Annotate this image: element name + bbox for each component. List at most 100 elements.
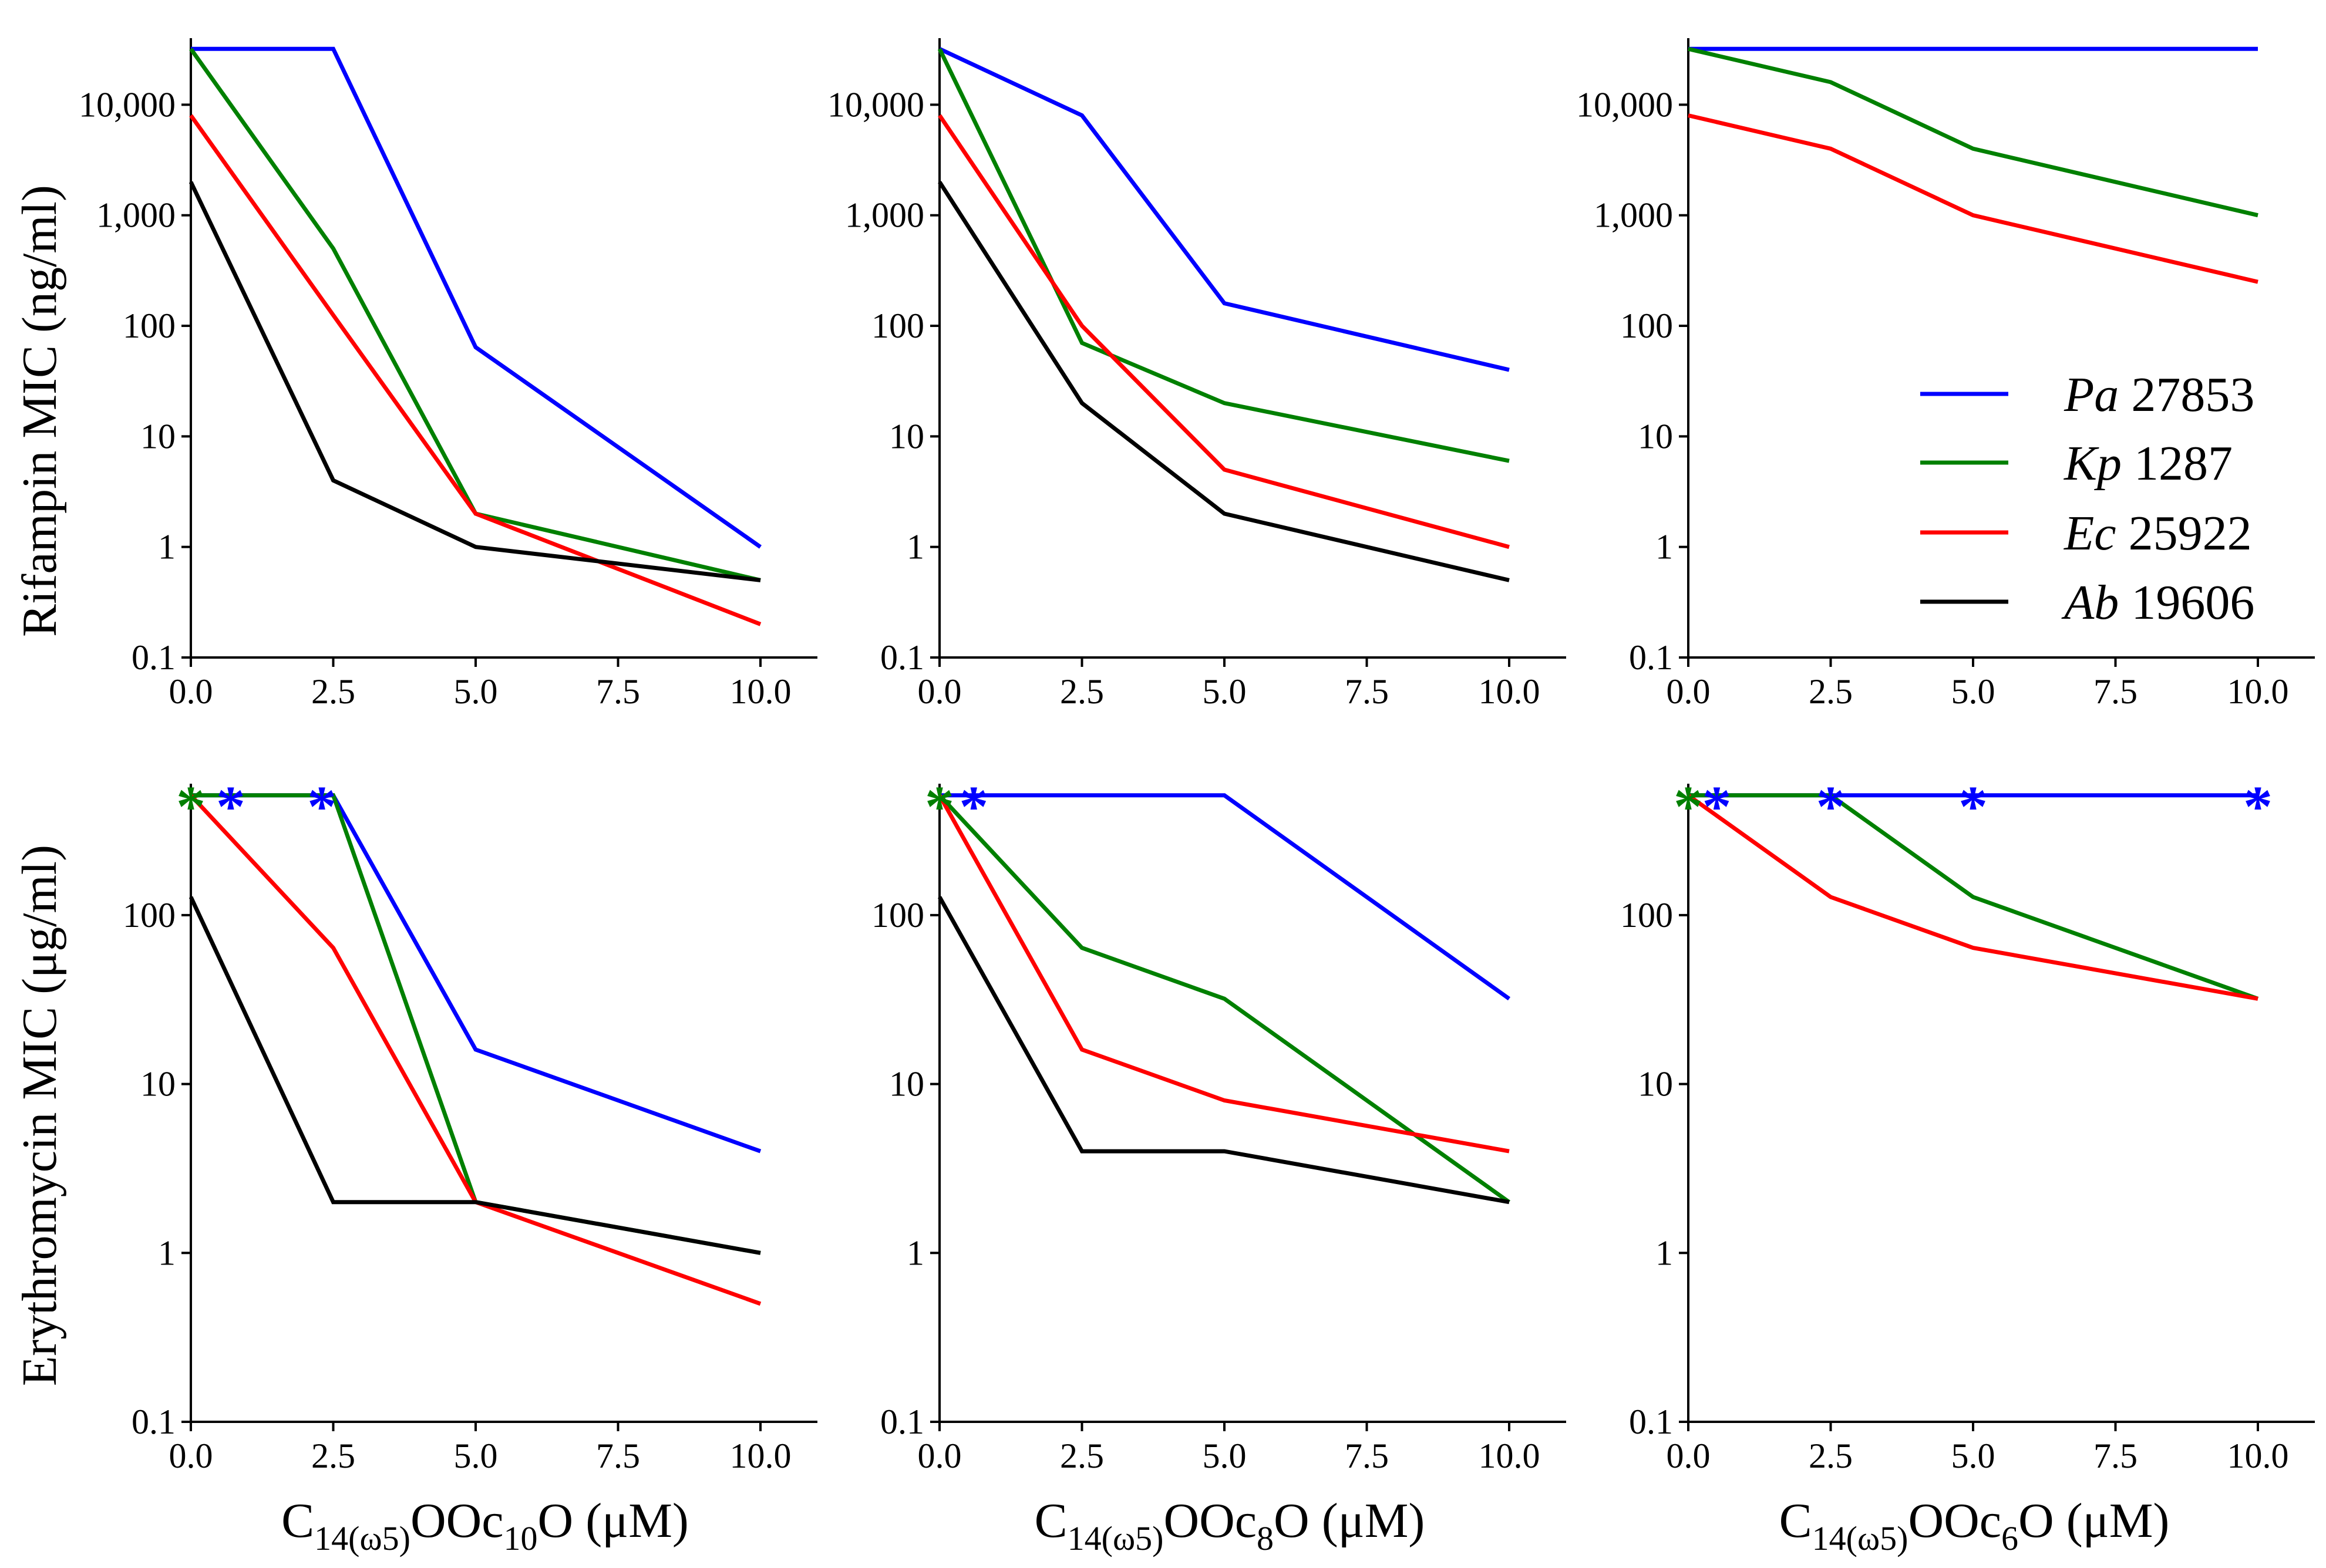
legend-label-ec: Ec 25922 [2064,506,2252,561]
x-tick-label: 0.0 [1667,672,1711,711]
y-tick-label: 100 [1620,306,1673,345]
y-tick-label: 1 [158,1233,176,1272]
series-line-kp [938,794,1511,1204]
significance-asterisk: * [1674,774,1703,839]
x-tick-label: 2.5 [311,1437,355,1475]
y-tick-label: 100 [871,306,924,345]
legend-label-ab: Ab 19606 [2061,575,2254,630]
chart-panel-rifampin-c8: 0.1 1 10 100 1,000 10,000 0.0 2.5 5.0 7.5 10.0 [827,38,1566,711]
y-axis-title-erythromycin: Erythromycin MIC (μg/ml) [12,845,67,1386]
series-line-kp [191,793,761,1255]
series-line-kp [1688,46,2258,218]
x-tick-label: 5.0 [1951,1437,1995,1475]
series-line-ec [937,794,1510,1154]
significance-asterisk: * [1816,774,1846,839]
series-line-ec [189,114,762,626]
x-tick-label: 2.5 [311,672,355,711]
series-line-pa [940,793,1511,1001]
chart-panel-rifampin-c10: 0.1 1 10 100 1,000 10,000 0.0 2.5 5.0 7.5 10.0 [79,38,817,711]
y-tick-label: 100 [871,896,924,935]
series-line-pa [191,793,762,1154]
y-tick-label: 0.1 [1629,1402,1673,1441]
y-tick-label: 100 [123,306,176,345]
series-line-kp [1688,793,2259,1001]
x-tick-label: 10.0 [730,672,792,711]
y-tick-label: 10 [889,1065,924,1104]
x-tick-label: 10.0 [2227,1437,2289,1475]
y-tick-label: 10 [140,417,176,456]
series-line-ab [188,896,761,1255]
y-tick-label: 1 [158,528,176,566]
y-tick-label: 10 [1638,417,1673,456]
y-tick-label: 1 [907,1233,924,1272]
y-tick-label: 0.1 [880,1402,924,1441]
x-tick-label: 2.5 [1809,1437,1853,1475]
chart-panel-erythromycin-c8: 0.1 1 10 100 0.0 2.5 5.0 7.5 10.0 * * [871,774,1566,1475]
x-tick-label: 5.0 [1203,672,1247,711]
x-tick-label: 7.5 [596,1437,640,1475]
significance-asterisk: * [1958,774,1988,839]
x-tick-label: 7.5 [2093,1437,2138,1475]
x-axis-title-c10: C14(ω5)OOc10O (μM) [281,1493,689,1557]
y-tick-label: 10 [140,1065,176,1104]
x-tick-label: 5.0 [454,672,498,711]
chart-panel-rifampin-c6: 0.1 1 10 100 1,000 10,000 0.0 2.5 5.0 7.5 10.0 [1576,38,2315,711]
y-tick-label: 1 [907,528,924,566]
y-tick-label: 10,000 [1576,85,1673,124]
x-tick-label: 5.0 [1951,672,1995,711]
x-tick-label: 0.0 [1667,1437,1711,1475]
y-tick-label: 1 [1655,528,1673,566]
x-tick-label: 0.0 [918,672,962,711]
series-line-pa [191,46,762,549]
series-line-ab [188,181,761,582]
y-tick-label: 100 [123,896,176,935]
x-tick-label: 2.5 [1060,672,1104,711]
series-line-kp [937,48,1510,463]
x-tick-label: 0.0 [918,1437,962,1475]
y-tick-label: 0.1 [1629,638,1673,677]
x-tick-label: 10.0 [1479,1437,1540,1475]
significance-asterisk: * [307,774,336,839]
significance-asterisk: * [176,774,206,839]
legend: Pa 27853 Kp 1287 Ec 25922 Ab 19606 [1920,367,2254,630]
significance-asterisk: * [1702,774,1732,839]
y-tick-label: 100 [1620,896,1673,935]
significance-asterisk: * [959,774,988,839]
y-tick-label: 1,000 [1594,196,1673,235]
series-line-ec [1687,793,2258,1001]
series-line-pa [938,47,1510,372]
x-tick-label: 0.0 [169,672,213,711]
x-tick-label: 5.0 [1203,1437,1247,1475]
y-tick-label: 0.1 [880,638,924,677]
y-tick-label: 0.1 [132,638,176,677]
y-tick-label: 10,000 [79,85,176,124]
y-tick-label: 10,000 [827,85,924,124]
series-line-ab [937,896,1510,1205]
x-tick-label: 10.0 [1479,672,1540,711]
x-tick-label: 0.0 [169,1437,213,1475]
x-tick-label: 7.5 [596,672,640,711]
legend-label-kp: Kp 1287 [2064,436,2233,491]
series-line-ec [1688,113,2258,284]
y-tick-label: 1,000 [96,196,176,235]
y-tick-label: 10 [1638,1065,1673,1104]
y-tick-label: 1,000 [845,196,924,235]
series-line-ec [189,794,762,1306]
y-tick-label: 0.1 [132,1402,176,1441]
series-line-kp [189,48,761,582]
x-tick-label: 7.5 [1345,1437,1389,1475]
series-line-ec [938,114,1510,549]
x-tick-label: 7.5 [1345,672,1389,711]
x-tick-label: 10.0 [2227,672,2289,711]
y-tick-label: 1 [1655,1233,1673,1272]
y-tick-label: 10 [889,417,924,456]
series-line-ab [938,181,1510,582]
x-tick-label: 7.5 [2093,672,2138,711]
x-tick-label: 10.0 [730,1437,792,1475]
legend-label-pa: Pa 27853 [2064,367,2254,422]
x-axis-title-c8: C14(ω5)OOc8O (μM) [1035,1493,1425,1557]
significance-asterisk: * [2243,774,2273,839]
